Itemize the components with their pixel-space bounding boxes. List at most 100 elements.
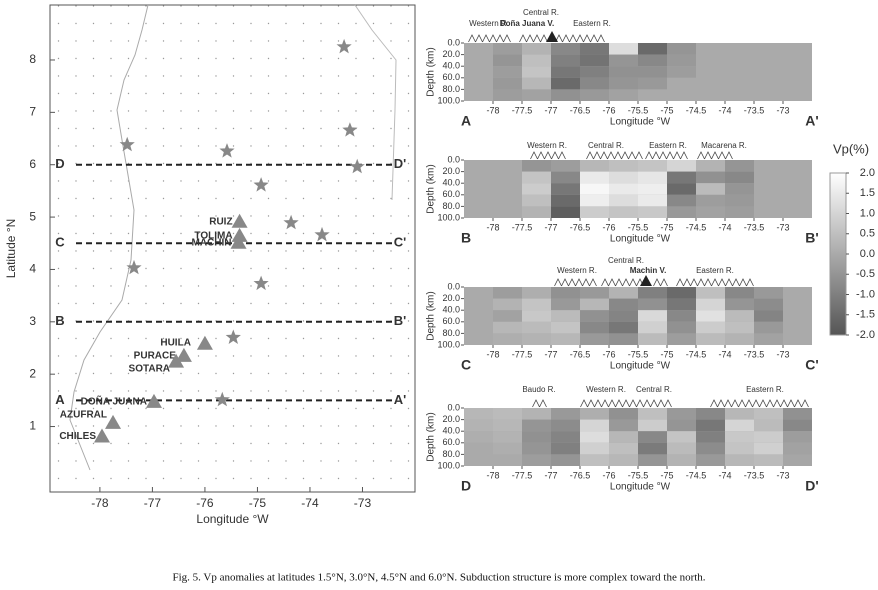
station	[745, 399, 753, 408]
station	[746, 278, 754, 287]
anomaly-cell	[493, 160, 522, 172]
anomaly-cell	[580, 287, 609, 299]
range-label: Western R.	[469, 19, 509, 28]
y-tick-label: 60.0	[442, 316, 460, 326]
anomaly-cell	[638, 310, 667, 322]
profile-end-label: C'	[394, 235, 406, 250]
anomaly-cell	[551, 43, 580, 55]
x-tick-label: -78	[486, 349, 499, 359]
station	[608, 399, 616, 408]
x-tick-label: -76	[602, 470, 615, 480]
anomaly-cell	[493, 431, 522, 443]
colorbar-tick-label: 0.0	[860, 248, 875, 260]
x-tick-label: -77	[544, 105, 557, 115]
anomaly-cell	[551, 419, 580, 432]
colorbar-tick-label: 2.0	[860, 167, 875, 179]
anomaly-cell	[551, 160, 580, 172]
x-tick-label: -74	[718, 105, 731, 115]
anomaly-cell	[783, 419, 812, 432]
station	[539, 399, 547, 408]
colorbar-tick-label: -1.5	[856, 309, 875, 321]
anomaly-cell	[725, 408, 754, 420]
x-axis-title: Longitude °W	[610, 117, 671, 128]
anomaly-cell	[609, 171, 638, 184]
anomaly-cell	[609, 333, 638, 345]
station	[652, 151, 660, 160]
x-tick-label: -75	[660, 222, 673, 232]
station	[787, 399, 795, 408]
x-tick-label: -76.5	[570, 222, 591, 232]
anomaly-cell	[638, 77, 667, 90]
station	[482, 34, 490, 43]
station	[628, 151, 636, 160]
station	[496, 34, 504, 43]
y-tick-label: 0.0	[447, 154, 460, 164]
volcano	[196, 335, 213, 350]
x-tick-label: -74.5	[686, 105, 707, 115]
x-tick-label: -76.5	[570, 105, 591, 115]
x-tick-label: -76	[602, 222, 615, 232]
anomaly-cell	[464, 454, 493, 466]
volcano	[231, 213, 248, 228]
anomaly-cell	[667, 333, 696, 345]
section-end-label: C'	[805, 357, 818, 373]
station	[597, 34, 605, 43]
anomaly-cell	[725, 321, 754, 334]
star	[119, 136, 135, 152]
anomaly-cell	[493, 43, 522, 55]
x-tick-label: -74	[301, 496, 319, 510]
station	[551, 151, 559, 160]
profile-end-label: D'	[394, 156, 406, 171]
station	[562, 34, 570, 43]
anomaly-cell	[609, 310, 638, 322]
anomaly-cell	[638, 160, 667, 172]
station	[645, 151, 653, 160]
station	[537, 151, 545, 160]
station	[759, 399, 767, 408]
anomaly-cell	[522, 333, 551, 345]
x-tick-label: -73.5	[744, 105, 765, 115]
anomaly-cell	[464, 194, 493, 207]
range-label: Baudo R.	[522, 385, 555, 394]
x-tick-label: -75.5	[628, 105, 649, 115]
station	[580, 399, 588, 408]
anomaly-cell	[464, 160, 493, 172]
x-tick-label: -77.5	[512, 105, 533, 115]
colorbar	[829, 172, 847, 336]
profile-start-label: B	[55, 313, 64, 328]
anomaly-cell	[725, 442, 754, 455]
volcano-label: HUILA	[160, 337, 191, 348]
anomaly-cell	[493, 321, 522, 334]
anomaly-cell	[493, 454, 522, 466]
anomaly-cell	[551, 431, 580, 443]
anomaly-cell	[725, 171, 754, 184]
profile-start-label: A	[55, 392, 65, 407]
anomaly-cell	[754, 183, 783, 195]
station	[575, 278, 583, 287]
section-start-label: C	[461, 357, 471, 373]
x-tick-label: -74.5	[686, 222, 707, 232]
volcano-marker	[640, 275, 652, 286]
station	[561, 278, 569, 287]
anomaly-cell	[783, 442, 812, 455]
anomaly-cell	[609, 321, 638, 334]
anomaly-cell	[551, 183, 580, 195]
colorbar-tick-label: -1.0	[856, 288, 875, 300]
station	[582, 278, 590, 287]
anomaly-cell	[522, 408, 551, 420]
anomaly-cell	[638, 183, 667, 195]
anomaly-cell	[493, 66, 522, 78]
anomaly-cell	[696, 442, 725, 455]
anomaly-cell	[580, 310, 609, 322]
station	[558, 151, 566, 160]
anomaly-cell	[522, 454, 551, 466]
anomaly-cell	[783, 183, 812, 195]
anomaly-cell	[754, 89, 783, 101]
anomaly-cell	[551, 333, 580, 345]
anomaly-cell	[783, 206, 812, 218]
x-axis-title: Longitude °W	[610, 234, 671, 245]
anomaly-cell	[754, 310, 783, 322]
station	[554, 278, 562, 287]
station	[660, 278, 668, 287]
